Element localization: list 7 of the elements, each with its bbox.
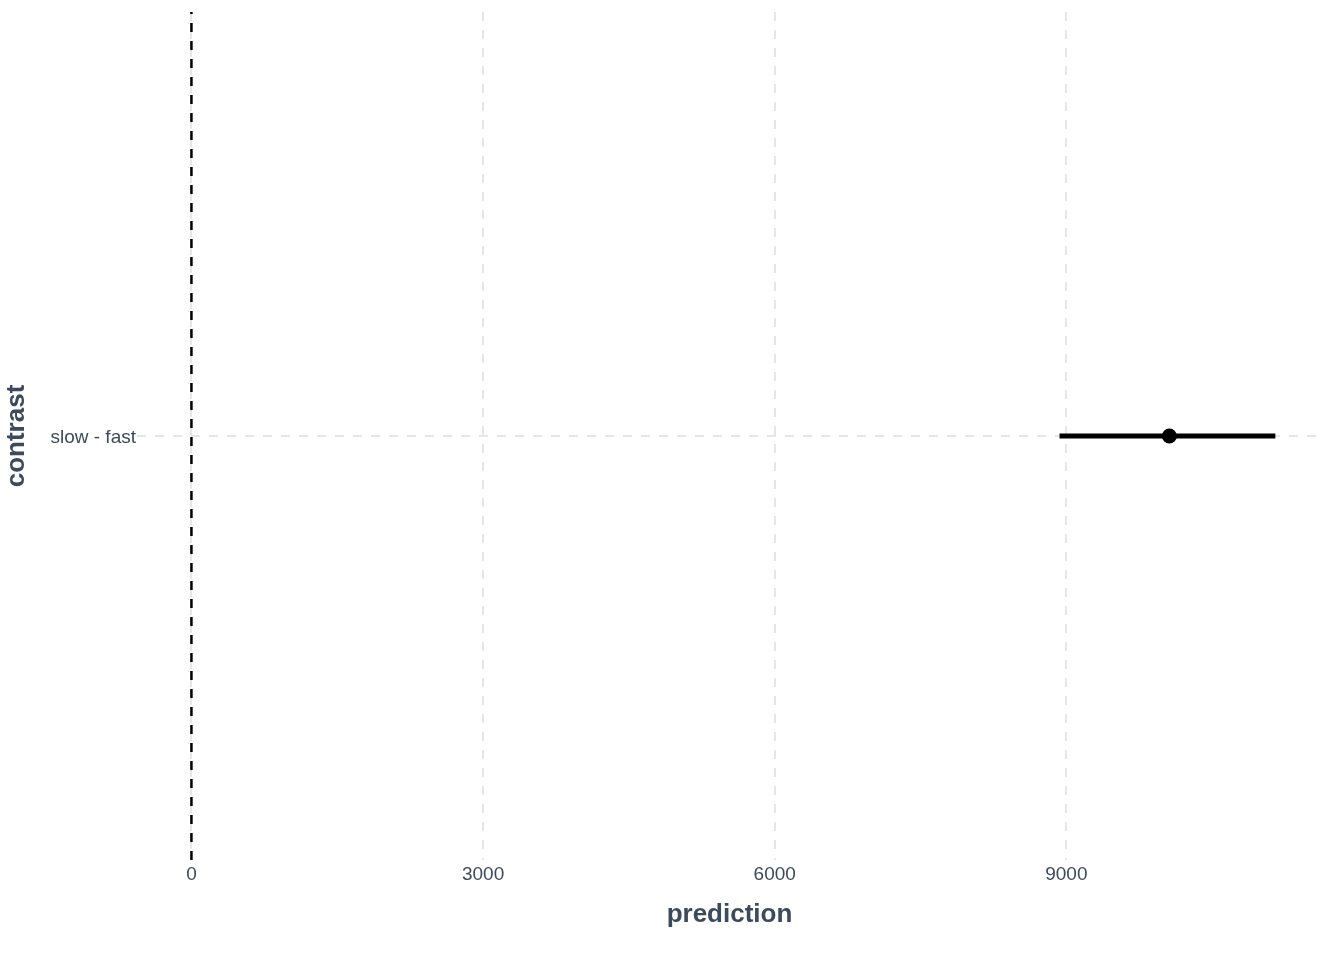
x-tick-label: 9000 (1045, 863, 1088, 884)
x-tick-label: 6000 (753, 863, 796, 884)
y-axis-title: contrast (0, 384, 30, 488)
x-axis-title: prediction (666, 897, 793, 928)
x-tick-label: 3000 (461, 863, 505, 884)
y-tick-label: slow - fast (50, 425, 137, 447)
x-tick-label: 0 (186, 863, 197, 884)
